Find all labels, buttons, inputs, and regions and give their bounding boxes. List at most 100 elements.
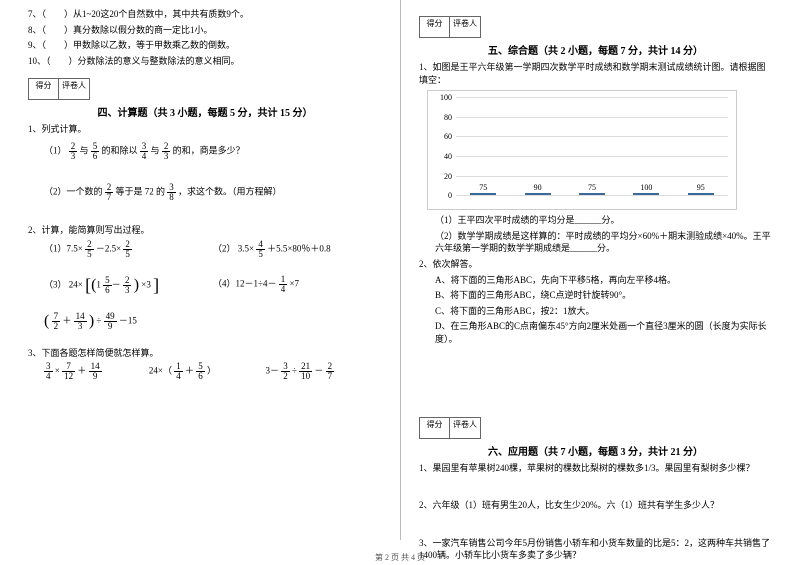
section-4-title: 四、计算题（共 3 小题，每题 5 分，共计 15 分）: [28, 104, 382, 119]
bar-wrap: 100: [626, 183, 666, 195]
gridline: [456, 195, 728, 196]
score-cell: 得分: [420, 418, 450, 438]
text: ×7: [289, 278, 299, 288]
bar-value-label: 75: [588, 183, 596, 192]
exp-7: 24×（ 14 ＋ 56 ）: [149, 362, 266, 381]
tf-item: 7、（ ）从1~20这20个自然数中，其中共有质数9个。: [28, 8, 382, 21]
bar-value-label: 75: [479, 183, 487, 192]
text: （2）一个数的: [44, 187, 103, 197]
fraction: 25: [85, 240, 94, 259]
text: （3）: [44, 279, 67, 289]
q5-1-intro: 1、如图是王平六年级第一学期四次数学平时成绩和数学期末测试成绩统计图。请根据图填…: [419, 61, 772, 86]
bar-value-label: 95: [697, 183, 705, 192]
q5-1-2: （2）数学学期成绩是这样算的：平时成绩的平均分×60%＋期末测验成绩×40%。王…: [419, 230, 772, 255]
paren-right-icon: ): [134, 276, 139, 293]
score-box: 得分 评卷人: [419, 417, 481, 439]
text: ×: [55, 366, 60, 376]
fraction: 143: [74, 312, 87, 331]
y-axis-label: 60: [432, 132, 452, 141]
text: 的和除以: [102, 146, 138, 156]
exp-6: 34 × 712 ＋ 149: [44, 362, 149, 381]
text: ×3: [141, 279, 151, 289]
bar-wrap: 75: [463, 183, 503, 195]
fraction: 23: [162, 142, 171, 161]
text: ＋: [77, 366, 86, 376]
bar-chart: 02040608010075907510095: [427, 90, 737, 210]
exp-4: （4）12－1÷4－ 14 ×7: [213, 275, 382, 296]
fraction: 56: [196, 362, 205, 381]
tf-item: 8、（ ）真分数除以假分数的商一定比1小。: [28, 24, 382, 37]
text: ÷: [96, 315, 101, 325]
plot-area: 02040608010075907510095: [456, 97, 728, 195]
q5-2-b: B、将下面的三角形ABC，绕C点逆时针旋转90°。: [419, 289, 772, 302]
exp-8: 3－ 32 ÷ 2110 － 27: [265, 362, 382, 381]
score-box: 得分 评卷人: [419, 16, 481, 38]
y-axis-label: 0: [432, 191, 452, 200]
bar: [579, 193, 605, 195]
grader-cell: 评卷人: [450, 418, 480, 438]
q6-2: 2、六年级（1）班有男生20人，比女生少20%。六（1）班共有学生多少人？: [419, 499, 772, 512]
tf-item: 10、（ ）分数除法的意义与整数除法的意义相同。: [28, 55, 382, 68]
bar: [633, 193, 659, 195]
text: 的和，商是多少？: [173, 146, 245, 156]
fraction: 72: [52, 312, 61, 331]
score-box: 得分 评卷人: [28, 78, 90, 100]
bar: [688, 193, 714, 195]
text: 24×: [69, 279, 83, 289]
bracket-right-icon: ]: [153, 275, 159, 295]
q2-title: 2、计算，能简算则写出过程。: [28, 224, 382, 237]
q5-2-title: 2、依次解答。: [419, 258, 772, 271]
exp-row: （3） 24× [(1 56－ 23 ) ×3 ] （4）12－1÷4－ 14 …: [28, 275, 382, 296]
fraction: 34: [140, 142, 149, 161]
page-footer: 第 2 页 共 4 页: [0, 552, 800, 563]
page: 7、（ ）从1~20这20个自然数中，其中共有质数9个。 8、（ ）真分数除以假…: [0, 0, 800, 540]
text: 与: [80, 146, 89, 156]
text: 与: [151, 146, 160, 156]
blank-drawing-area: [419, 349, 772, 409]
y-axis-label: 20: [432, 172, 452, 181]
text: ÷: [292, 366, 297, 376]
fraction: 38: [167, 183, 176, 202]
text: ）: [207, 366, 216, 376]
right-column: 得分 评卷人 五、综合题（共 2 小题，每题 7 分，共计 14 分） 1、如图…: [400, 0, 800, 540]
left-column: 7、（ ）从1~20这20个自然数中，其中共有质数9个。 8、（ ）真分数除以假…: [0, 0, 400, 540]
bar: [525, 193, 551, 195]
tf-item: 9、（ ）甲数除以乙数，等于甲数乘乙数的倒数。: [28, 39, 382, 52]
exp-1: （1）7.5× 25 －2.5× 25: [44, 240, 213, 259]
exp-row: 34 × 712 ＋ 149 24×（ 14 ＋ 56 ） 3－ 32 ÷ 21…: [28, 362, 382, 381]
paren-left-icon: (: [91, 276, 96, 293]
exp-5: ( 72 ＋ 143 ) ÷ 499 －15: [44, 312, 213, 331]
fraction: 712: [62, 362, 75, 381]
bar-wrap: 95: [681, 183, 721, 195]
fraction: 23: [69, 142, 78, 161]
fraction: 32: [281, 362, 290, 381]
exp-empty: [213, 312, 382, 331]
exp-row: （1）7.5× 25 －2.5× 25 （2） 3.5× 45 ＋5.5×80％…: [28, 240, 382, 259]
grader-cell: 评卷人: [450, 17, 480, 37]
text: （1）7.5×: [44, 243, 83, 253]
bar-wrap: 90: [518, 183, 558, 195]
text: 24×（: [149, 366, 172, 376]
bar: [470, 193, 496, 195]
text: ，求这个数。（用方程解）: [178, 187, 282, 197]
text: －15: [119, 315, 137, 325]
score-cell: 得分: [420, 17, 450, 37]
fraction: 56: [91, 142, 100, 161]
q5-2-a: A、将下面的三角形ABC，先向下平移5格，再向左平移4格。: [419, 274, 772, 287]
section-6-title: 六、应用题（共 7 小题，每题 3 分，共计 21 分）: [419, 443, 772, 458]
bar-value-label: 100: [640, 183, 652, 192]
fraction: 499: [104, 312, 117, 331]
text: （2）: [213, 243, 236, 253]
q1-title: 1、列式计算。: [28, 123, 382, 136]
fraction: 34: [44, 362, 53, 381]
grader-cell: 评卷人: [59, 79, 89, 99]
exp-3: （3） 24× [(1 56－ 23 ) ×3 ]: [44, 275, 213, 296]
bar-wrap: 75: [572, 183, 612, 195]
fraction: 14: [174, 362, 183, 381]
fraction: 56: [103, 276, 112, 295]
y-axis-label: 80: [432, 113, 452, 122]
text: （4）12－1÷4－: [213, 278, 276, 288]
q1-1: （1） 23 与 56 的和除以 34 与 23 的和，商是多少？: [28, 142, 382, 161]
fraction: 27: [326, 362, 335, 381]
q5-1-1: （1）王平四次平时成绩的平均分是______分。: [419, 214, 772, 227]
